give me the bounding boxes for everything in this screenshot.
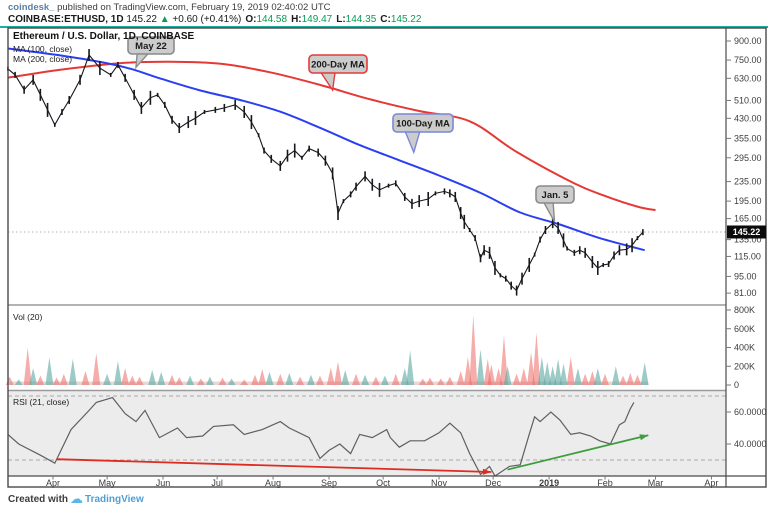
svg-text:200K: 200K xyxy=(734,361,755,371)
svg-text:100-Day MA: 100-Day MA xyxy=(396,119,450,130)
svg-text:430.00: 430.00 xyxy=(734,113,762,123)
low-label: L: xyxy=(336,14,346,25)
green-trend-arrow xyxy=(507,434,649,471)
high-label: H: xyxy=(291,14,302,25)
svg-text:May: May xyxy=(99,478,117,488)
ma100-legend[interactable]: MA (100, close) xyxy=(13,43,73,54)
svg-text:900.00: 900.00 xyxy=(734,36,762,46)
author-link[interactable]: coindesk_ xyxy=(8,2,55,13)
svg-text:Apr: Apr xyxy=(46,478,60,488)
svg-text:Nov: Nov xyxy=(431,478,448,488)
last-price: 145.22 xyxy=(126,14,157,25)
callout-200-day-ma: 200-Day MA xyxy=(308,54,368,93)
svg-text:135.00: 135.00 xyxy=(734,235,762,245)
callout-jan-5: Jan. 5 xyxy=(535,185,575,223)
symbol-name: COINBASE:ETHUSD, 1D xyxy=(8,14,124,25)
svg-text:Apr: Apr xyxy=(704,478,718,488)
rsi-pane-bg xyxy=(8,390,726,476)
teal-divider xyxy=(0,26,768,28)
callout-100-day-ma: 100-Day MA xyxy=(392,113,454,155)
footer: Created with ☁ TradingView xyxy=(8,491,144,507)
open-label: O: xyxy=(245,14,257,25)
open-value: 144.58 xyxy=(256,14,288,25)
svg-text:800K: 800K xyxy=(734,305,755,315)
chart-title: Ethereum / U.S. Dollar, 1D, COINBASE xyxy=(13,31,195,42)
chart-border xyxy=(7,27,767,488)
svg-text:Aug: Aug xyxy=(265,478,281,488)
svg-text:600K: 600K xyxy=(734,324,755,334)
svg-text:Dec: Dec xyxy=(485,478,502,488)
svg-text:Jul: Jul xyxy=(211,478,223,488)
svg-text:145.22: 145.22 xyxy=(733,227,761,237)
svg-text:510.00: 510.00 xyxy=(734,95,762,105)
close-value: 145.22 xyxy=(390,14,422,25)
svg-text:115.00: 115.00 xyxy=(734,251,761,261)
svg-text:200-Day MA: 200-Day MA xyxy=(311,60,365,71)
callout-may-22: May 22 xyxy=(127,36,175,70)
ma200-legend[interactable]: MA (200, close) xyxy=(13,54,73,65)
rsi-pane-label[interactable]: RSI (21, close) xyxy=(13,397,70,407)
svg-text:355.00: 355.00 xyxy=(734,133,762,143)
svg-text:60.0000: 60.0000 xyxy=(734,407,767,417)
svg-text:May 22: May 22 xyxy=(135,41,167,52)
byline: coindesk_ published on TradingView.com, … xyxy=(8,2,331,13)
candlestick-series xyxy=(7,49,644,296)
ma100-line xyxy=(7,47,645,252)
volume-series xyxy=(5,314,649,385)
svg-text:630.00: 630.00 xyxy=(734,73,762,83)
svg-text:750.00: 750.00 xyxy=(734,55,762,65)
up-arrow-icon: ▲ xyxy=(159,14,170,25)
svg-text:Feb: Feb xyxy=(597,478,613,488)
rsi-line xyxy=(7,396,635,477)
symbol-status-line: COINBASE:ETHUSD, 1D 145.22 ▲ +0.60 (+0.4… xyxy=(8,14,421,25)
svg-text:Sep: Sep xyxy=(321,478,337,488)
high-value: 149.47 xyxy=(301,14,333,25)
close-label: C: xyxy=(380,14,391,25)
svg-text:81.00: 81.00 xyxy=(734,288,757,298)
svg-text:295.00: 295.00 xyxy=(734,153,762,163)
svg-text:40.0000: 40.0000 xyxy=(734,439,767,449)
svg-text:165.00: 165.00 xyxy=(734,214,762,224)
svg-text:0: 0 xyxy=(734,380,739,390)
low-value: 144.35 xyxy=(345,14,377,25)
svg-text:Oct: Oct xyxy=(376,478,391,488)
byline-text: published on TradingView.com, February 1… xyxy=(54,2,331,13)
price-badge: 145.22 xyxy=(727,225,766,239)
svg-text:235.00: 235.00 xyxy=(734,177,762,187)
svg-text:Jan. 5: Jan. 5 xyxy=(542,190,570,201)
chart-legend: Ethereum / U.S. Dollar, 1D, COINBASE MA … xyxy=(13,31,194,65)
svg-text:195.00: 195.00 xyxy=(734,196,762,206)
red-trend-arrow xyxy=(56,458,492,475)
svg-text:Mar: Mar xyxy=(648,478,664,488)
svg-text:Jun: Jun xyxy=(156,478,171,488)
created-with-text: Created with xyxy=(8,494,69,505)
tradingview-brand-link[interactable]: TradingView xyxy=(85,494,144,505)
svg-text:2019: 2019 xyxy=(539,478,559,488)
price-change: +0.60 (+0.41%) xyxy=(172,14,242,25)
svg-text:400K: 400K xyxy=(734,343,755,353)
tradingview-logo-icon: ☁ xyxy=(70,491,84,506)
svg-text:95.00: 95.00 xyxy=(734,271,757,281)
volume-pane-label[interactable]: Vol (20) xyxy=(13,312,43,322)
